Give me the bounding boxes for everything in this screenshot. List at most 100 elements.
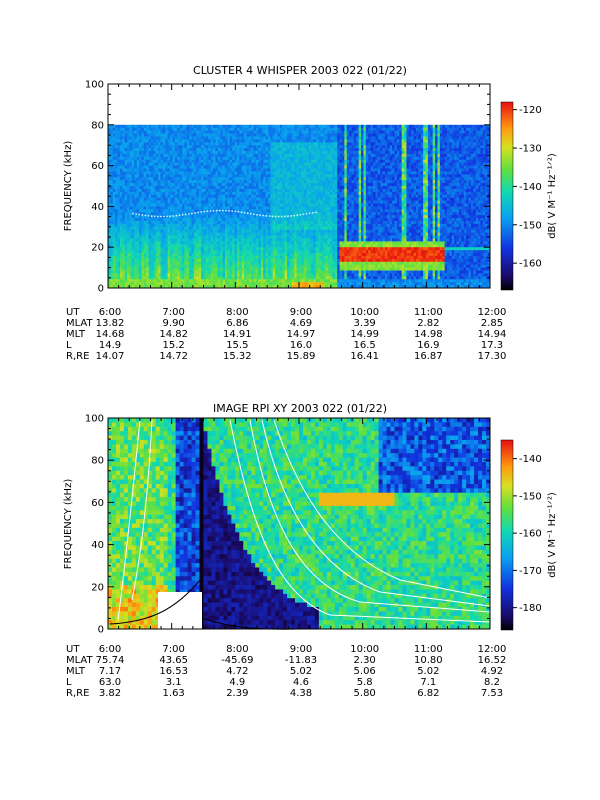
spectrogram-cell (158, 229, 161, 234)
spectrogram-cell (179, 229, 183, 234)
spectrogram-cell (275, 136, 278, 140)
spectrogram-cell (277, 124, 281, 129)
spectrogram-cell (122, 130, 126, 134)
spectrogram-cell (232, 279, 235, 283)
spectrogram-cell (284, 218, 288, 222)
spectrogram-cell (139, 194, 142, 199)
spectrogram-cell (299, 276, 302, 280)
spectrogram-cell (265, 162, 269, 166)
spectrogram-cell (241, 209, 245, 213)
spectrogram-cell (220, 142, 223, 146)
spectrogram-cell (277, 139, 281, 143)
spectrogram-cell (294, 171, 298, 175)
spectrogram-cell (260, 253, 264, 257)
spectrogram-cell (186, 247, 190, 251)
spectrogram-cell (241, 180, 245, 184)
spectrogram-cell (115, 148, 118, 152)
spectrogram-cell (131, 282, 135, 286)
spectrogram-cell (239, 145, 243, 149)
spectrogram-cell (139, 215, 142, 219)
spectrogram-cell (155, 276, 159, 280)
spectrogram-cell (162, 206, 166, 210)
spectrogram-cell (143, 209, 147, 213)
spectrogram-cell (162, 273, 166, 277)
spectrogram-cell (184, 279, 188, 283)
spectrogram-cell (308, 174, 312, 178)
spectrogram-cell (136, 171, 140, 175)
spectrogram-cell (198, 194, 202, 199)
spectrogram-cell (146, 232, 149, 236)
spectrogram-cell (224, 223, 228, 228)
spectrogram-cell (294, 258, 298, 263)
spectrogram-cell (205, 177, 209, 181)
spectrogram-cell (313, 232, 317, 236)
spectrogram-cell (210, 218, 214, 222)
spectrogram-cell (258, 270, 262, 274)
spectrogram-cell (136, 180, 140, 184)
spectrogram-cell (182, 174, 185, 178)
spectrogram-cell (308, 258, 312, 263)
spectrogram-cell (239, 241, 243, 245)
spectrogram-cell (263, 171, 266, 175)
spectrogram-cell (287, 151, 290, 155)
spectrogram-cell (191, 220, 195, 225)
spectrogram-cell (263, 253, 266, 257)
spectrogram-cell (294, 212, 298, 216)
spectrogram-cell (248, 174, 252, 178)
spectrogram-cell (308, 267, 312, 271)
spectrogram-cell (239, 238, 243, 242)
spectrogram-cell (265, 136, 269, 140)
spectrogram-cell (258, 171, 262, 175)
spectrogram-cell (241, 171, 245, 175)
spectrogram-cell (315, 255, 319, 260)
spectrogram-cell (248, 247, 252, 251)
spectrogram-cell (232, 235, 235, 239)
spectrogram-cell (196, 218, 200, 222)
spectrogram-cell (282, 238, 286, 242)
spectrogram-cell (122, 209, 126, 213)
spectrogram-cell (315, 171, 319, 175)
spectrogram-cell (186, 136, 190, 140)
spectrogram-cell (222, 133, 226, 137)
spectrogram-cell (158, 279, 161, 283)
spectrogram-cell (124, 273, 128, 277)
spectrogram-cell (191, 229, 195, 234)
spectrogram-cell (270, 165, 274, 169)
spectrogram-cell (224, 203, 228, 207)
spectrogram-cell (263, 215, 266, 219)
spectrogram-cell (270, 153, 274, 158)
spectrogram-cell (236, 133, 240, 137)
spectrogram-cell (179, 133, 183, 137)
spectrogram-cell (241, 159, 245, 164)
spectrogram-cell (310, 264, 314, 268)
spectrogram-cell (224, 177, 228, 181)
spectrogram-cell (291, 124, 295, 129)
spectrogram-cell (213, 188, 216, 193)
spectrogram-cell (267, 209, 271, 213)
spectrogram-cell (315, 258, 319, 263)
spectrogram-cell (203, 229, 207, 234)
spectrogram-cell (131, 188, 135, 193)
spectrogram-cell (263, 267, 266, 271)
spectrogram-cell (177, 285, 181, 289)
spectrogram-cell (227, 151, 231, 155)
spectrogram-cell (236, 165, 240, 169)
spectrogram-cell (191, 124, 195, 129)
spectrogram-cell (167, 223, 171, 228)
spectrogram-cell (122, 151, 126, 155)
spectrogram-cell (224, 191, 228, 196)
spectrogram-cell (279, 194, 283, 199)
spectrogram-cell (277, 285, 281, 289)
spectrogram-cell (210, 247, 214, 251)
spectrogram-cell (127, 238, 130, 242)
spectrogram-cell (189, 285, 192, 289)
spectrogram-cell (303, 136, 307, 140)
spectrogram-cell (289, 223, 293, 228)
spectrogram-cell (306, 148, 309, 152)
spectrogram-cell (320, 130, 324, 134)
spectrogram-cell (150, 174, 154, 178)
spectrogram-cell (287, 148, 290, 152)
spectrogram-cell (160, 276, 164, 280)
spectrogram-cell (177, 276, 181, 280)
spectrogram-cell (282, 177, 286, 181)
